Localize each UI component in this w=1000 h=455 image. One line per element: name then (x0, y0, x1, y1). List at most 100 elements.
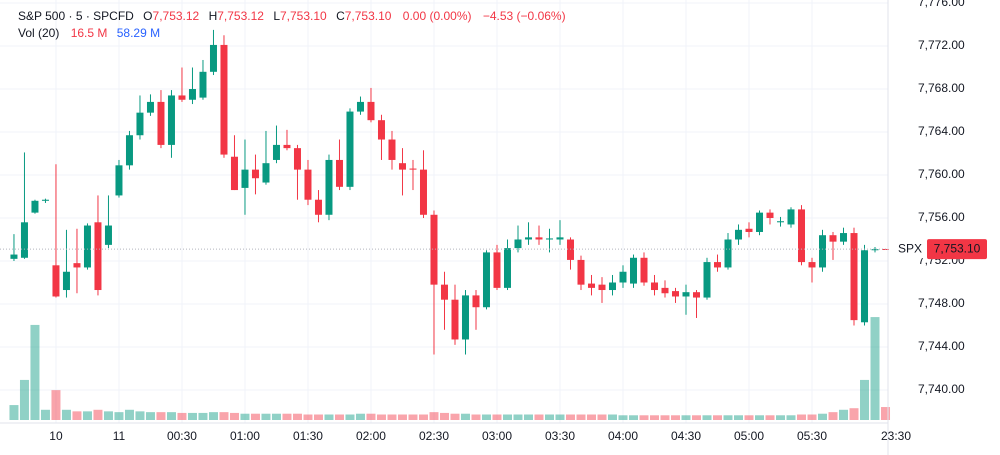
volume-bar (30, 324, 40, 420)
candle-body (115, 165, 123, 196)
candle-body (367, 101, 375, 121)
candle-body (724, 239, 732, 268)
volume-bar (828, 412, 838, 420)
candle-body (871, 249, 879, 251)
candle-body (104, 225, 112, 245)
candle-body (41, 199, 49, 201)
candle-body (283, 144, 291, 149)
volume-bar (282, 413, 292, 420)
candle-body (325, 159, 333, 215)
legend-key: C (336, 9, 345, 23)
volume-bar (40, 409, 50, 420)
candle-body (209, 44, 217, 72)
volume-bar (818, 413, 828, 420)
candle-body (346, 111, 354, 187)
candle-body (482, 252, 490, 308)
volume-bar (639, 415, 649, 420)
volume-legend: Vol (20) 16.5 M 58.29 M (18, 26, 160, 40)
price-label: 7,753.10 (934, 241, 981, 255)
candle-body (146, 101, 154, 113)
candle-body (398, 163, 406, 170)
candle-body (840, 233, 848, 242)
candle-body (756, 212, 764, 232)
volume-bar (387, 414, 397, 420)
candle-body (272, 144, 280, 160)
candle-body (514, 239, 522, 249)
volume-bar (628, 415, 638, 420)
candle-body (20, 222, 28, 258)
volume-bar (271, 413, 281, 420)
candle-body (335, 159, 343, 187)
volume-bar (460, 413, 470, 420)
candle-body (314, 199, 322, 215)
legend: S&P 500 · 5 · SPCFD O7,753.12 H7,753.12 … (18, 9, 566, 40)
volume-bar (597, 414, 607, 420)
volume-bar (345, 414, 355, 420)
candle-body (94, 222, 102, 291)
x-tick-label: 05:30 (797, 429, 827, 443)
y-tick-label: 7,756.00 (918, 210, 965, 224)
volume-value: 16.5 M (71, 26, 108, 40)
volume-bar (839, 409, 849, 420)
volume-bar (240, 413, 250, 420)
candle-body (566, 239, 574, 260)
candle-body (73, 263, 81, 268)
x-tick-label: 23:30 (881, 429, 911, 443)
candle-body (293, 148, 301, 170)
candle-body (493, 252, 501, 288)
volume-bar (660, 415, 670, 420)
volume-bar (534, 414, 544, 420)
candle-body (188, 89, 196, 100)
y-tick-label: 7,760.00 (918, 167, 965, 181)
candle-body (451, 299, 459, 340)
grid (0, 0, 888, 423)
volume-bar (544, 414, 554, 420)
candle-body (62, 271, 70, 291)
candle-body (545, 238, 553, 240)
candle-body (136, 112, 144, 136)
candle-body (850, 233, 858, 321)
volume-bar (807, 414, 817, 420)
candle-body (503, 248, 511, 288)
change: −4.53 (−0.06%) (483, 9, 566, 23)
legend-value: 7,753.10 (345, 9, 392, 23)
volume-bar (691, 415, 701, 420)
candle-body (692, 292, 700, 298)
volume-bar (471, 414, 481, 420)
candle-body (671, 291, 679, 297)
ohlc-legend: S&P 500 · 5 · SPCFD O7,753.12 H7,753.12 … (18, 9, 566, 23)
volume-bar (450, 413, 460, 420)
volume-ma-value: 58.29 M (117, 26, 160, 40)
volume-bar (156, 412, 166, 420)
candle-body (472, 295, 480, 308)
legend-key: O (143, 9, 152, 23)
volume-bar (502, 414, 512, 420)
volume-bar (881, 407, 891, 420)
volume-bar (124, 409, 134, 420)
volume-bar (324, 414, 334, 420)
x-tick-label: 02:00 (356, 429, 386, 443)
candle-body (629, 257, 637, 284)
candle-body (83, 225, 91, 268)
candle-body (650, 282, 658, 291)
change: 0.00 (0.00%) (403, 9, 472, 23)
volume-bar (734, 415, 744, 420)
volume-bar (849, 408, 859, 420)
x-tick-label: 01:30 (293, 429, 323, 443)
candle-body (577, 259, 585, 285)
candle-body (661, 287, 669, 294)
volume-bar (408, 414, 418, 420)
candle-body (388, 139, 396, 160)
volume-bar (555, 414, 565, 420)
candle-body (377, 120, 385, 140)
candle-body (819, 235, 827, 268)
legend-key: H (209, 9, 218, 23)
volume-bar (607, 414, 617, 420)
candle-body (714, 262, 722, 268)
volume-label: Vol (20) (18, 26, 59, 40)
candle-body (598, 284, 606, 291)
legend-value: 7,753.10 (280, 9, 327, 23)
volume-bar (618, 415, 628, 420)
volume-bar (376, 414, 386, 420)
